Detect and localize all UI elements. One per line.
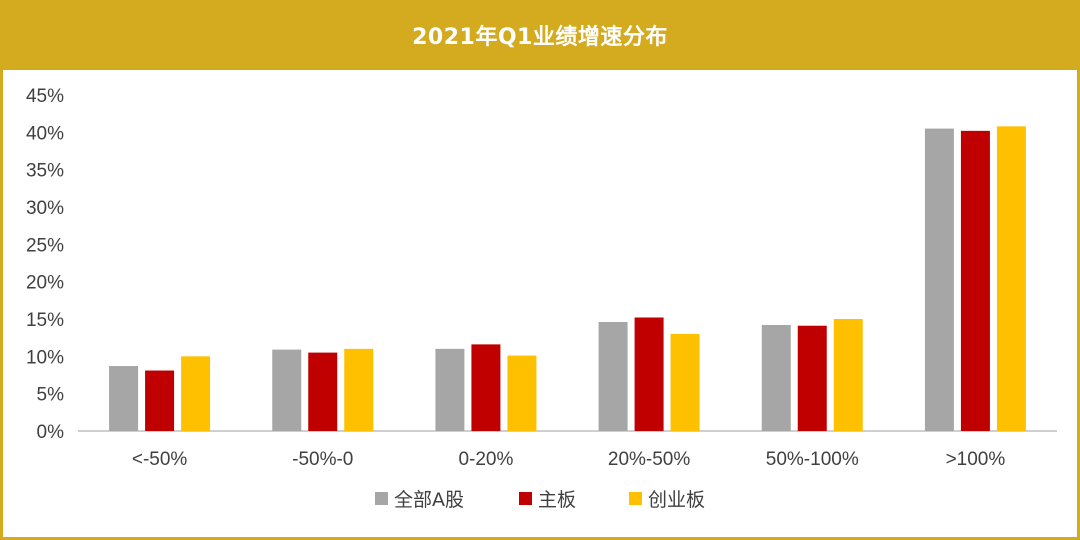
bar (670, 333, 700, 431)
bar (109, 366, 139, 431)
y-tick-label: 5% (37, 385, 65, 406)
y-tick-label: 0% (37, 422, 65, 443)
bar (797, 325, 827, 431)
bar (181, 356, 211, 431)
y-tick-label: 35% (26, 161, 64, 182)
x-tick-label: >100% (946, 449, 1006, 470)
y-tick-label: 10% (26, 347, 64, 368)
y-tick-label: 30% (26, 198, 64, 219)
bar (833, 319, 863, 431)
y-tick-label: 20% (26, 273, 64, 294)
bar (308, 352, 338, 431)
bar (507, 355, 537, 431)
bar (598, 321, 628, 431)
legend-label: 创业板 (648, 489, 705, 511)
legend-label: 主板 (538, 489, 576, 511)
bar (145, 370, 175, 431)
bar (634, 317, 664, 431)
x-tick-label: 50%-100% (766, 449, 859, 470)
x-tick-label: -50%-0 (292, 449, 353, 470)
bar (761, 324, 791, 431)
x-tick-label: 0-20% (458, 449, 513, 470)
title-bar: 2021年Q1业绩增速分布 (0, 0, 1080, 70)
legend-swatch (519, 492, 532, 505)
legend-swatch (629, 492, 642, 505)
bar (435, 348, 465, 431)
bar (471, 344, 501, 431)
y-tick-label: 15% (26, 310, 64, 331)
x-tick-label: <-50% (132, 449, 188, 470)
legend-label: 全部A股 (394, 489, 464, 511)
bar (996, 126, 1026, 432)
x-tick-label: 20%-50% (608, 449, 690, 470)
bar (344, 348, 374, 431)
bar (272, 349, 302, 431)
bar (960, 130, 990, 431)
bar (924, 128, 954, 431)
y-tick-label: 45% (26, 86, 64, 107)
chart-title: 2021年Q1业绩增速分布 (412, 25, 668, 50)
y-tick-label: 40% (26, 123, 64, 144)
legend-swatch (375, 492, 388, 505)
y-tick-label: 25% (26, 235, 64, 256)
